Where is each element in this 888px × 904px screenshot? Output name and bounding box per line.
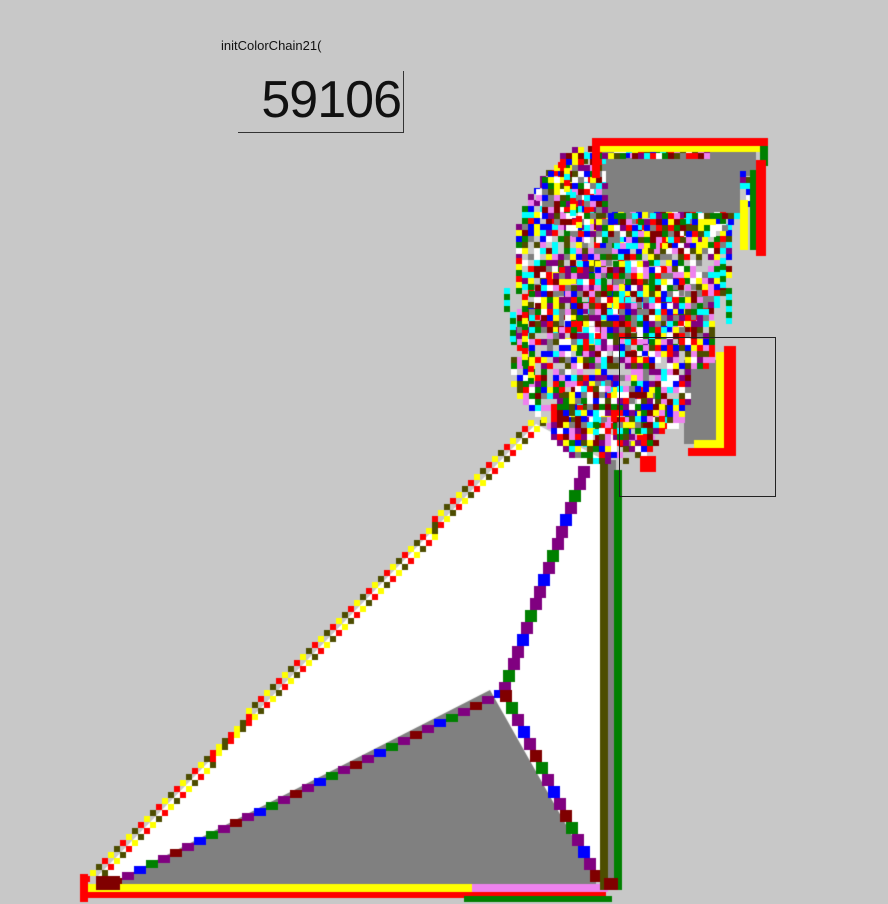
selection-rectangle bbox=[619, 337, 776, 497]
